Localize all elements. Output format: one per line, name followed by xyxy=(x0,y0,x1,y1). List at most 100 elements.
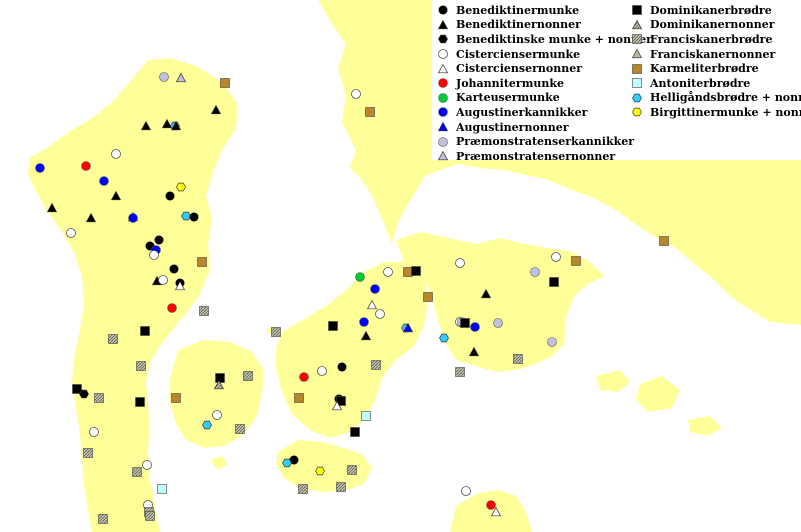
legend-label: Augustinerkannikker xyxy=(456,105,588,119)
triangle-hatched-marker xyxy=(213,379,225,390)
square-grey-marker xyxy=(243,371,253,381)
legend-label: Cisterciensermunke xyxy=(456,47,581,61)
square-grey-marker xyxy=(235,424,245,434)
square-grey-marker xyxy=(98,514,108,524)
open-circle-marker xyxy=(375,309,385,319)
square-brown-marker xyxy=(171,393,181,403)
square-black-marker xyxy=(140,326,150,336)
square-grey-marker xyxy=(271,327,281,337)
land-island-5 xyxy=(688,416,722,436)
filled-hexagon-black-icon xyxy=(438,35,448,44)
circle-blue-marker xyxy=(359,317,369,327)
land-island-3 xyxy=(636,376,680,412)
triangle-blue-marker xyxy=(402,322,414,333)
square-brown-icon xyxy=(632,63,642,74)
triangle-lavender-marker xyxy=(175,72,187,83)
square-black-marker xyxy=(328,321,338,331)
square-black-icon xyxy=(632,5,642,16)
circle-red-icon xyxy=(438,78,448,89)
circle-lavender-marker xyxy=(159,72,169,82)
legend-label: Benediktinske munke + nonner xyxy=(456,32,652,46)
square-grey-marker xyxy=(371,360,381,370)
open-circle-marker xyxy=(351,89,361,99)
square-grey-marker xyxy=(347,465,357,475)
legend-item: Præmonstratensernonner xyxy=(436,149,652,164)
hexagon-cyan-marker xyxy=(202,420,212,430)
open-circle-marker xyxy=(66,228,76,238)
circle-red-marker xyxy=(299,372,309,382)
legend-label: Augustinernonner xyxy=(456,120,569,134)
filled-circle-black-marker xyxy=(165,191,175,201)
legend-item: Dominikanerbrødre xyxy=(630,3,801,18)
square-brown-marker xyxy=(571,256,581,266)
hexagon-yellow-marker xyxy=(176,182,186,192)
square-brown-marker xyxy=(197,257,207,267)
square-brown-marker xyxy=(423,292,433,302)
square-black-marker xyxy=(215,373,225,383)
square-brown-marker xyxy=(294,393,304,403)
open-circle-marker xyxy=(89,427,99,437)
legend-label: Karteusermunke xyxy=(456,91,560,105)
hexagon-yellow-marker xyxy=(315,466,325,476)
land-bornholm xyxy=(450,490,532,532)
square-lightcyan-marker xyxy=(361,411,371,421)
land-vendsyssel xyxy=(144,70,194,120)
square-grey-marker xyxy=(298,484,308,494)
legend-column-right: Dominikanerbrødre Dominikanernonner Franci… xyxy=(630,3,801,120)
square-brown-marker xyxy=(403,267,413,277)
legend-item: Antoniterbrødre xyxy=(630,76,801,91)
hexagon-yellow-icon xyxy=(632,108,642,117)
open-circle-icon xyxy=(438,49,448,59)
legend-label: Franciskanerbrødre xyxy=(650,32,773,46)
legend-item: Præmonstratenserkannikker xyxy=(436,134,652,149)
square-grey-marker xyxy=(199,306,209,316)
circle-green-marker xyxy=(355,272,365,282)
circle-lavender-icon xyxy=(438,136,448,147)
legend-label: Cisterciensernonner xyxy=(456,62,582,76)
land-island-2 xyxy=(210,456,228,470)
circle-lavender-marker xyxy=(493,318,503,328)
filled-circle-black-icon xyxy=(438,5,448,15)
open-triangle-icon xyxy=(437,63,449,73)
legend-label: Benediktinernonner xyxy=(456,18,581,32)
square-black-marker xyxy=(336,396,346,406)
filled-circle-black-marker xyxy=(189,212,199,222)
square-black-marker xyxy=(411,266,421,276)
circle-red-marker xyxy=(81,161,91,171)
circle-green-icon xyxy=(438,93,448,103)
triangle-lavender-icon xyxy=(437,150,449,161)
filled-circle-black-marker xyxy=(289,455,299,465)
square-brown-marker xyxy=(365,107,375,117)
open-triangle-marker xyxy=(174,280,186,291)
open-circle-marker xyxy=(461,486,471,496)
square-black-marker xyxy=(350,427,360,437)
legend-label: Karmeliterbrødre xyxy=(650,62,759,76)
legend-label: Birgittinermunke + nonner xyxy=(650,105,801,119)
open-circle-marker xyxy=(142,460,152,470)
square-brown-marker xyxy=(220,78,230,88)
square-black-marker xyxy=(460,318,470,328)
circle-lavender-marker xyxy=(530,267,540,277)
legend-box: Benediktinermunke Benediktinernonner Bened… xyxy=(432,0,801,163)
filled-triangle-black-marker xyxy=(480,288,492,299)
square-grey-marker xyxy=(94,393,104,403)
legend-item: Franciskanerbrødre xyxy=(630,32,801,47)
land-jutland xyxy=(28,58,238,532)
filled-triangle-black-marker xyxy=(468,346,480,357)
legend-item: Franciskanernonner xyxy=(630,47,801,62)
legend-item: Augustinernonner xyxy=(436,120,652,135)
filled-triangle-black-marker xyxy=(360,330,372,341)
circle-blue-marker xyxy=(370,284,380,294)
legend-label: Antoniterbrødre xyxy=(650,76,751,90)
triangle-hatched-icon xyxy=(631,19,643,30)
legend-item: Benediktinernonner xyxy=(436,18,652,33)
legend-label: Helligåndsbrødre + nonner xyxy=(650,91,801,105)
filled-circle-black-marker xyxy=(169,264,179,274)
open-circle-marker xyxy=(149,250,159,260)
filled-triangle-black-marker xyxy=(210,104,222,115)
triangle-grey-icon xyxy=(631,48,643,59)
open-triangle-marker xyxy=(331,400,343,411)
hexagon-cyan-marker xyxy=(282,458,292,468)
land-zealand xyxy=(276,262,428,438)
square-black-marker xyxy=(135,397,145,407)
